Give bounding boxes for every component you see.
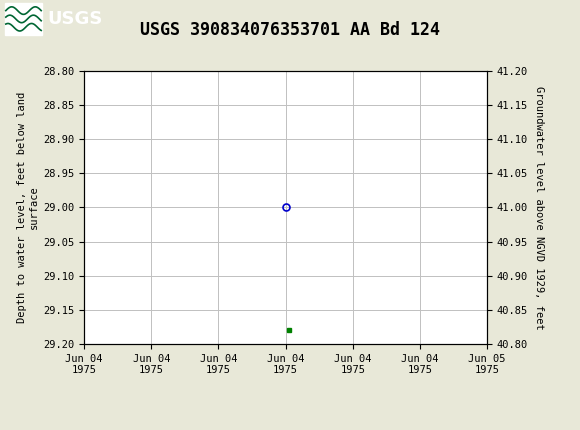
Text: USGS 390834076353701 AA Bd 124: USGS 390834076353701 AA Bd 124 (140, 21, 440, 39)
Y-axis label: Depth to water level, feet below land
surface: Depth to water level, feet below land su… (17, 92, 39, 323)
Text: USGS: USGS (48, 10, 103, 28)
FancyBboxPatch shape (5, 3, 42, 35)
Y-axis label: Groundwater level above NGVD 1929, feet: Groundwater level above NGVD 1929, feet (534, 86, 543, 329)
